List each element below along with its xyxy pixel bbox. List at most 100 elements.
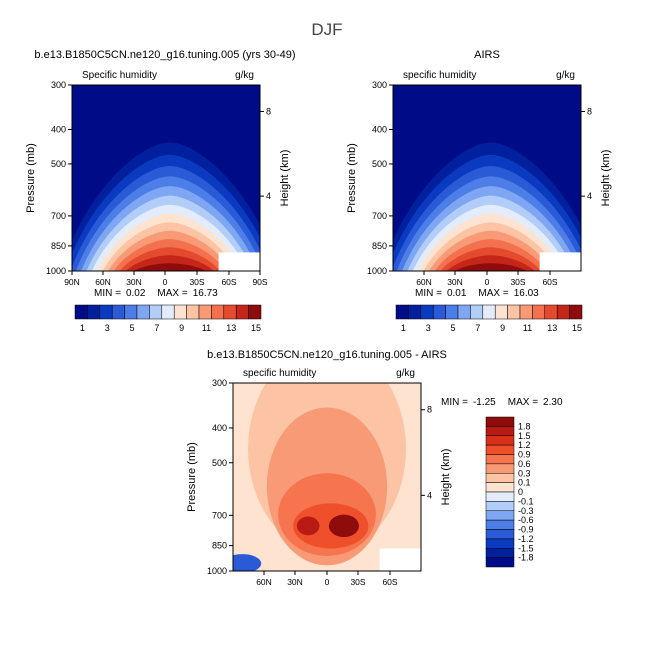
colorbar-label: 3: [105, 323, 110, 333]
lat-tick-label: 30S: [510, 277, 525, 287]
colorbar-label: 0.9: [518, 450, 531, 460]
lat-tick-label: 0: [325, 577, 330, 587]
contour-field: [72, 85, 260, 271]
colorbar-label: 7: [154, 323, 159, 333]
colorbar-label: -0.1: [518, 496, 534, 506]
colorbar-swatch: [432, 304, 446, 320]
lat-tick-label: 0: [485, 277, 490, 287]
colorbar-swatch: [507, 304, 521, 320]
colorbar-label: 9: [179, 323, 184, 333]
colorbar-swatch: [485, 463, 515, 474]
colorbar-label: -1.5: [518, 543, 534, 553]
colorbar-label: 0: [518, 487, 523, 497]
colorbar-swatch: [149, 304, 163, 320]
stat-max-label: MAX =: [157, 288, 187, 299]
colorbar-swatch: [485, 510, 515, 521]
colorbar-swatch: [186, 304, 200, 320]
colorbar-swatch: [485, 454, 515, 465]
colorbar-swatch: [485, 482, 515, 493]
colorbar-label: 13: [226, 323, 236, 333]
lat-tick-label: 60N: [95, 277, 111, 287]
colorbar-swatch: [494, 304, 508, 320]
variable-label: specific humidity: [403, 70, 476, 81]
pressure-tick-label: 1000: [367, 266, 387, 276]
contour-fill-level-14: [454, 263, 528, 271]
colorbar-label: 5: [130, 323, 135, 333]
pressure-tick-label: 400: [212, 423, 227, 433]
colorbar-swatch: [519, 304, 533, 320]
pressure-tick-label: 700: [51, 211, 66, 221]
colorbar-swatch: [532, 304, 546, 320]
colorbar-label: 15: [572, 323, 582, 333]
stat-max: 16.73: [193, 288, 218, 299]
stat-max: 2.30: [543, 397, 563, 408]
lat-tick-label: 60S: [542, 277, 557, 287]
colorbar-swatch: [544, 304, 558, 320]
colorbar-swatch: [173, 304, 187, 320]
colorbar-swatch: [223, 304, 237, 320]
height-tick-label: 4: [427, 490, 432, 500]
panel-1: b.e13.B1850C5CN.ne120_g16.tuning.005 (yr…: [25, 49, 296, 333]
pressure-tick-label: 700: [372, 211, 387, 221]
colorbar-swatch: [136, 304, 150, 320]
panel-title: b.e13.B1850C5CN.ne120_g16.tuning.005 (yr…: [34, 49, 295, 61]
colorbar-label: 13: [547, 323, 557, 333]
pressure-tick-label: 850: [372, 241, 387, 251]
contour-fill-level-14: [133, 263, 207, 271]
contour-blob-4: [296, 516, 320, 536]
missing-data-region: [218, 252, 260, 271]
missing-data-region: [539, 252, 581, 271]
variable-label: Specific humidity: [82, 70, 157, 81]
colorbar-label: 11: [202, 323, 211, 333]
colorbar-label: -1.2: [518, 534, 534, 544]
colorbar-label: 1: [80, 323, 85, 333]
units-label: g/kg: [556, 70, 575, 81]
colorbar-swatch: [124, 304, 138, 320]
colorbar-swatch: [556, 304, 570, 320]
height-tick-label: 8: [266, 106, 271, 116]
stat-min: -1.25: [473, 397, 496, 408]
colorbar-swatch: [395, 304, 409, 320]
units-label: g/kg: [235, 70, 254, 81]
stat-max: 16.03: [514, 288, 539, 299]
colorbar-swatch: [485, 501, 515, 511]
panel-title: b.e13.B1850C5CN.ne120_g16.tuning.005 - A…: [207, 349, 447, 361]
colorbar-swatch: [482, 304, 496, 320]
colorbar-swatch: [420, 304, 434, 320]
colorbar-swatch: [569, 304, 583, 320]
lat-tick-label: 60S: [221, 277, 236, 287]
y-axis-label: Pressure (mb): [186, 442, 198, 512]
colorbar-label: 11: [523, 323, 532, 333]
colorbar-label: 5: [451, 323, 456, 333]
contour-field: [233, 383, 421, 571]
pressure-tick-label: 300: [212, 378, 227, 388]
lat-tick-label: 30N: [126, 277, 142, 287]
colorbar-label: 15: [251, 323, 261, 333]
pressure-tick-label: 850: [212, 541, 227, 551]
lat-tick-label: 60S: [382, 577, 397, 587]
colorbar-swatch: [485, 473, 515, 483]
lat-tick-label: 30S: [350, 577, 365, 587]
height-axis-label: Height (km): [279, 150, 291, 207]
height-axis-label: Height (km): [440, 449, 452, 506]
stat-min: 0.01: [447, 288, 467, 299]
colorbar-label: 7: [475, 323, 480, 333]
stat-min: 0.02: [126, 288, 146, 299]
colorbar-swatch: [485, 491, 515, 502]
panel-title: AIRS: [474, 49, 500, 61]
colorbar-swatch: [485, 444, 515, 455]
colorbar-swatch: [485, 548, 515, 558]
colorbar-label: 0.3: [518, 468, 531, 478]
colorbar-label: 0.1: [518, 478, 531, 488]
contour-blob-6: [233, 554, 262, 571]
height-tick-label: 4: [587, 191, 592, 201]
pressure-tick-label: 300: [51, 80, 66, 90]
pressure-tick-label: 700: [212, 510, 227, 520]
colorbar-swatch: [111, 304, 125, 320]
lat-tick-label: 30N: [447, 277, 463, 287]
colorbar-swatch: [485, 557, 515, 568]
variable-label: specific humidity: [243, 368, 316, 379]
colorbar-swatch: [198, 304, 212, 320]
